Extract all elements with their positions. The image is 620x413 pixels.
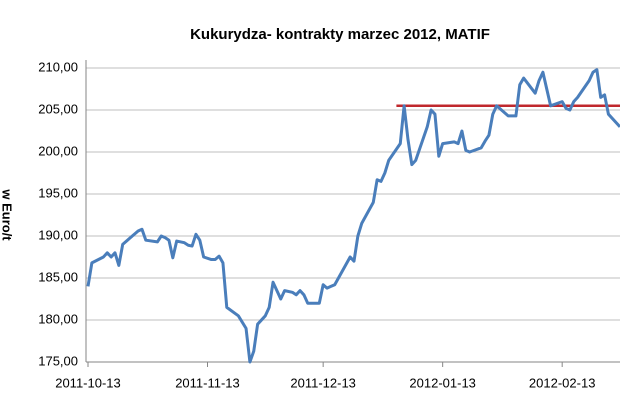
- y-tick-label: 185,00: [38, 269, 78, 284]
- y-tick-label: 210,00: [38, 59, 78, 74]
- y-axis-label: w Euro/t: [0, 188, 15, 241]
- x-tick-label: 2011-11-13: [175, 375, 240, 390]
- y-tick-label: 205,00: [38, 101, 78, 116]
- x-tick-label: 2011-12-13: [290, 375, 356, 390]
- x-tick-label: 2012-02-13: [529, 375, 596, 390]
- y-tick-label: 190,00: [38, 227, 78, 242]
- y-tick-label: 180,00: [38, 311, 78, 326]
- y-tick-label: 195,00: [38, 185, 78, 200]
- x-tick-label: 2011-10-13: [55, 375, 121, 390]
- x-tick-label: 2012-01-13: [409, 375, 476, 390]
- data-line: [86, 68, 620, 364]
- y-tick-label: 175,00: [38, 353, 78, 368]
- y-tick-label: 200,00: [38, 143, 78, 158]
- chart-title: Kukurydza- kontrakty marzec 2012, MATIF: [190, 26, 490, 43]
